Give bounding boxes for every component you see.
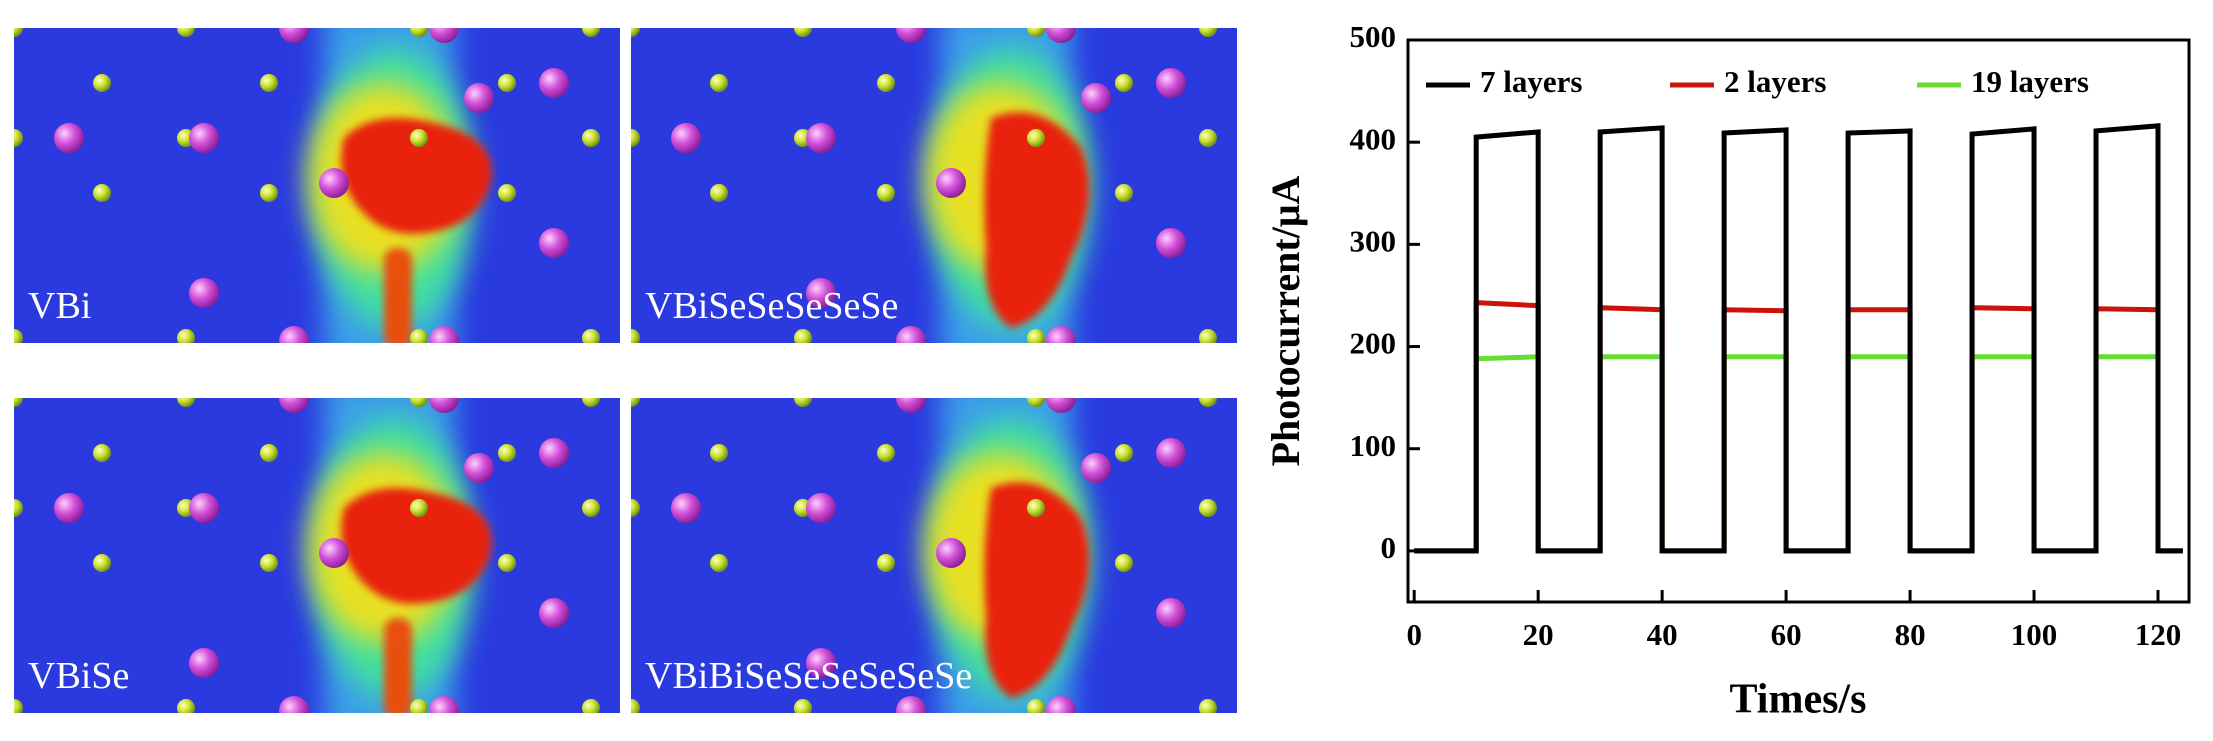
legend-label: 7 layers	[1480, 64, 1582, 99]
y-tick-label: 200	[1350, 326, 1397, 361]
plot-frame	[1406, 38, 2191, 604]
density-map: VBi	[14, 28, 620, 343]
y-tick-label: 100	[1350, 428, 1397, 463]
series-line	[1414, 299, 2183, 554]
x-tick-label: 120	[2135, 617, 2182, 652]
y-tick-label: 400	[1350, 121, 1397, 156]
series-line	[1414, 354, 2183, 554]
panels: VBi VBiSeSeSeSeSe VBiSe VBiBiSeSeSeSeSeSe	[14, 28, 1237, 713]
x-tick-label: 60	[1771, 617, 1802, 652]
y-axis-label: Photocurrent/μA	[1263, 175, 1308, 466]
chart: Photocurrent/μA Times/s 0100200300400500…	[1263, 19, 2191, 723]
legend-label: 19 layers	[1971, 64, 2089, 99]
y-tick-label: 300	[1350, 223, 1397, 258]
x-tick-label: 20	[1523, 617, 1554, 652]
panel-label: VBiBiSeSeSeSeSeSe	[645, 655, 972, 697]
x-axis-label: Times/s	[1730, 677, 1867, 723]
panel-label: VBiSeSeSeSeSe	[645, 285, 898, 327]
series-line	[1414, 123, 2183, 554]
x-tick-label: 80	[1895, 617, 1926, 652]
panel-label: VBiSe	[28, 655, 129, 697]
x-tick-label: 40	[1647, 617, 1678, 652]
y-tick-label: 500	[1350, 19, 1397, 54]
density-map: VBiSeSeSeSeSe	[631, 28, 1237, 343]
panel-label: VBi	[28, 285, 91, 327]
density-map: VBiBiSeSeSeSeSeSe	[631, 398, 1237, 713]
x-tick-label: 100	[2011, 617, 2058, 652]
x-tick-label: 0	[1406, 617, 1422, 652]
density-map: VBiSe	[14, 398, 620, 713]
legend-label: 2 layers	[1724, 64, 1826, 99]
y-tick-label: 0	[1381, 530, 1397, 565]
